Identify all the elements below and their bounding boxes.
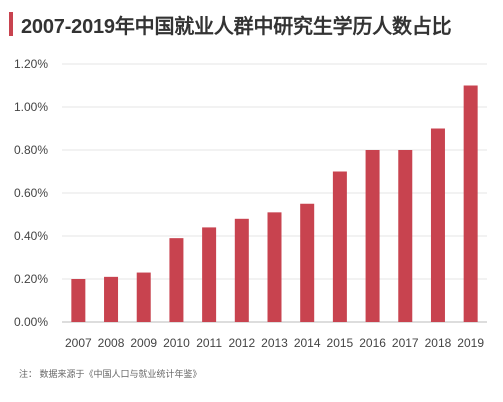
x-tick-label: 2009 xyxy=(130,336,157,350)
x-tick-label: 2015 xyxy=(327,336,354,350)
y-tick-label: 1.20% xyxy=(14,57,48,71)
bar-2007 xyxy=(71,279,86,322)
y-tick-label: 0.20% xyxy=(14,272,48,286)
bar-2017 xyxy=(398,150,413,322)
x-tick-label: 2013 xyxy=(261,336,288,350)
bars xyxy=(71,85,478,322)
bar-2008 xyxy=(104,276,119,322)
y-tick-label: 0.40% xyxy=(14,229,48,243)
x-tick-label: 2019 xyxy=(457,336,484,350)
x-tick-label: 2016 xyxy=(359,336,386,350)
chart-title: 2007-2019年中国就业人群中研究生学历人数占比 xyxy=(21,15,452,38)
x-tick-label: 2010 xyxy=(163,336,190,350)
bar-2014 xyxy=(300,203,315,322)
y-axis: 0.00% 0.20% 0.40% 0.60% 0.80% 1.00% 1.20% xyxy=(14,57,48,329)
bar-2013 xyxy=(267,212,282,322)
bar-2019 xyxy=(463,85,478,322)
y-tick-label: 0.60% xyxy=(14,186,48,200)
x-tick-label: 2012 xyxy=(228,336,255,350)
source-note: 注： 数据来源于《中国人口与就业统计年鉴》 xyxy=(19,369,202,379)
x-tick-label: 2008 xyxy=(98,336,125,350)
bar-2009 xyxy=(136,272,151,322)
x-tick-label: 2011 xyxy=(196,336,222,350)
x-tick-label: 2018 xyxy=(425,336,452,350)
x-axis: 2007 2008 2009 2010 2011 2012 2013 2014 2015 2016… xyxy=(65,336,484,350)
y-tick-label: 0.00% xyxy=(14,315,48,329)
x-tick-label: 2007 xyxy=(65,336,92,350)
title-accent-bar xyxy=(9,12,13,36)
chart-title-group: 2007-2019年中国就业人群中研究生学历人数占比 xyxy=(9,10,452,38)
y-tick-label: 0.80% xyxy=(14,143,48,157)
bar-2010 xyxy=(169,238,184,322)
x-tick-label: 2014 xyxy=(294,336,321,350)
y-tick-label: 1.00% xyxy=(14,100,48,114)
bar-2012 xyxy=(234,218,249,322)
bar-2016 xyxy=(365,150,380,322)
x-tick-label: 2017 xyxy=(392,336,419,350)
bar-2018 xyxy=(430,128,445,322)
bar-2015 xyxy=(332,171,347,322)
bar-2011 xyxy=(202,227,217,322)
